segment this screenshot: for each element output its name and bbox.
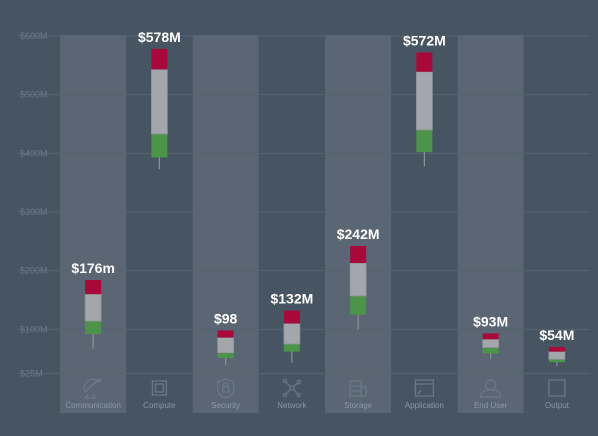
candle-middle-segment [482, 338, 500, 348]
candle-middle-segment [217, 337, 235, 354]
candle [217, 330, 235, 366]
data-label: $578M [138, 29, 181, 45]
candle [548, 346, 566, 367]
candle [482, 333, 500, 359]
candle-middle-segment [349, 262, 367, 297]
candle-upper-segment [350, 246, 367, 264]
user-icon [479, 379, 502, 398]
y-tick-label: $200M [20, 266, 48, 276]
data-label: $132M [270, 291, 313, 307]
data-label: $54M [539, 327, 574, 343]
data-label: $98 [214, 311, 238, 327]
data-label: $242M [337, 226, 380, 242]
chip-icon [151, 380, 168, 396]
candle [349, 246, 367, 330]
category-bands [60, 35, 524, 413]
candle [84, 280, 102, 349]
satellite-dish-icon [83, 377, 102, 399]
candle-lower-segment [283, 344, 300, 352]
category-label: Application [405, 401, 444, 410]
candle-upper-segment [217, 330, 234, 338]
category-label: Security [211, 401, 240, 410]
y-axis-tick-labels: $600M $500M $400M $300M $200M $100M $25M [20, 31, 48, 378]
y-tick-label: $300M [20, 207, 48, 217]
candle-lower-segment [85, 321, 102, 335]
candle-middle-segment [548, 351, 566, 360]
category-label: Output [545, 401, 570, 410]
candle-lower-segment [151, 133, 168, 158]
category-band [60, 35, 127, 413]
category-icons [83, 377, 566, 399]
candle-upper-segment [85, 280, 102, 295]
gridlines [18, 35, 590, 374]
candle-lower-segment [217, 352, 234, 359]
candle-upper-segment [416, 52, 433, 72]
y-tick-label: $500M [20, 90, 48, 100]
candle [415, 52, 433, 167]
shield-lock-icon [216, 378, 235, 399]
storage-icon [349, 380, 367, 397]
candle-lower-segment [482, 347, 499, 354]
candle-middle-segment [415, 71, 433, 131]
candle-lower-segment [548, 359, 565, 363]
category-labels: Communication Compute Security Network Stora… [65, 401, 569, 410]
candle [150, 48, 168, 170]
y-tick-label: $100M [20, 324, 48, 334]
candle [283, 310, 301, 363]
candle-lower-segment [416, 129, 433, 153]
category-label: Storage [344, 401, 373, 410]
category-label: Compute [143, 401, 176, 410]
application-window-icon [414, 379, 435, 397]
category-label: Network [277, 401, 307, 410]
data-label: $176m [71, 260, 115, 276]
data-label: $93M [473, 313, 508, 329]
category-band [325, 35, 392, 413]
y-tick-label: $600M [20, 31, 48, 41]
category-label: End User [474, 401, 508, 410]
y-tick-label: $400M [20, 148, 48, 158]
candle-upper-segment [151, 48, 168, 70]
network-nodes-icon [282, 378, 302, 398]
candle-upper-segment [283, 310, 300, 324]
candle-middle-segment [84, 293, 102, 322]
data-label: $572M [403, 32, 446, 48]
candle-upper-segment [548, 346, 565, 352]
output-icon [548, 379, 566, 397]
candles [84, 48, 566, 367]
category-label: Communication [65, 401, 121, 410]
candle-middle-segment [150, 69, 168, 135]
data-labels: $176m $578M $98 $132M $242M $572M $93M $54M [71, 29, 574, 343]
y-tick-label: $25M [20, 368, 43, 378]
candle-lower-segment [350, 295, 367, 315]
candle-upper-segment [482, 333, 499, 340]
candle-middle-segment [283, 323, 301, 345]
